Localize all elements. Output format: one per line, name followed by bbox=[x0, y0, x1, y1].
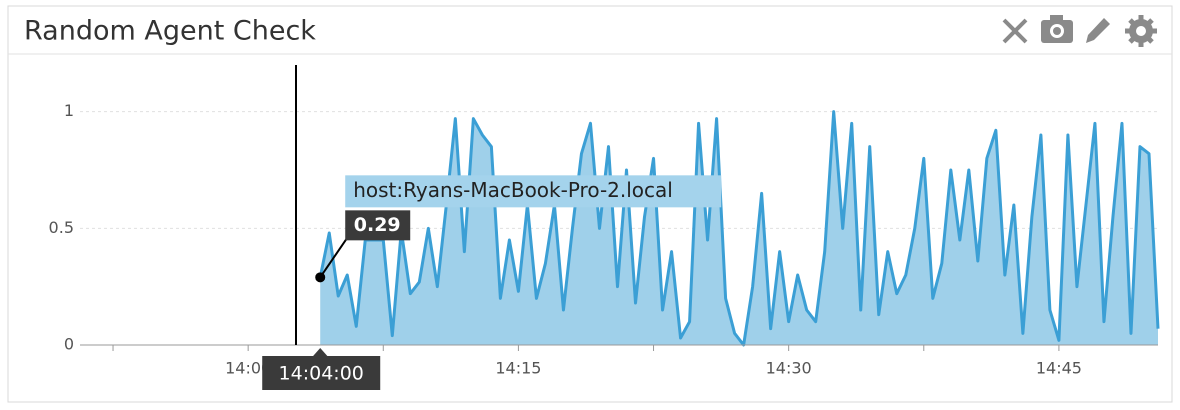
header-icons bbox=[1002, 15, 1157, 47]
tooltip-value: 0.29 bbox=[354, 214, 401, 236]
time-box bbox=[262, 356, 381, 390]
snapshot-icon[interactable] bbox=[1041, 15, 1073, 43]
tooltip-leader bbox=[319, 238, 348, 278]
y-tick-label: 1 bbox=[64, 101, 74, 120]
hover-dot bbox=[315, 272, 326, 283]
x-tick-label: 14:45 bbox=[1036, 359, 1082, 378]
y-tick-label: 0.5 bbox=[49, 218, 74, 237]
area bbox=[320, 111, 1158, 346]
widget-title: Random Agent Check bbox=[24, 16, 316, 47]
y-tick-label: 0 bbox=[64, 335, 74, 354]
edit-icon[interactable] bbox=[1086, 18, 1110, 43]
tooltip-host: host:Ryans-MacBook-Pro-2.local bbox=[353, 178, 673, 202]
tooltip-host-box bbox=[345, 175, 722, 208]
x-tick-label: 14:30 bbox=[766, 359, 812, 378]
tooltip-value-box bbox=[345, 210, 411, 241]
time-pointer bbox=[312, 348, 329, 357]
settings-icon[interactable] bbox=[1125, 15, 1157, 47]
expand-icon[interactable] bbox=[1002, 18, 1028, 44]
x-tick-label: 14:15 bbox=[495, 359, 541, 378]
x-tick-label: 14:00 bbox=[225, 359, 271, 378]
time-label: 14:04:00 bbox=[279, 363, 364, 385]
plot: 0 0.5 1 14:00 14:15 14:30 14:45 host:Ryans-MacB… bbox=[49, 65, 1160, 390]
